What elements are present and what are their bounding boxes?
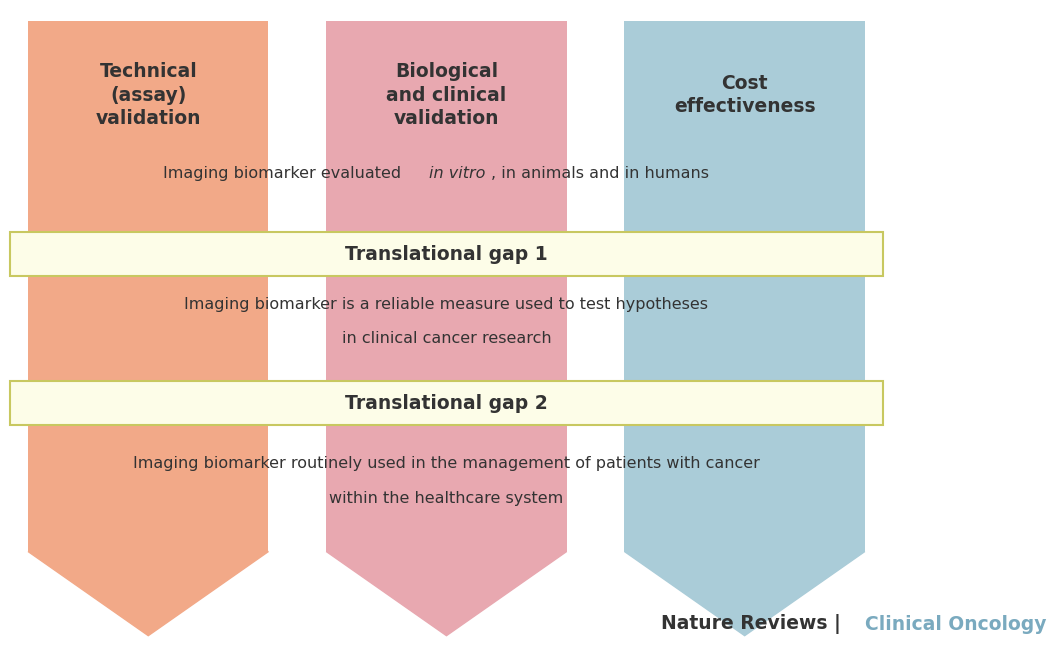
Text: within the healthcare system: within the healthcare system: [330, 491, 564, 506]
Text: Cost
effectiveness: Cost effectiveness: [674, 74, 816, 116]
Text: Technical
(assay)
validation: Technical (assay) validation: [96, 62, 201, 128]
Text: Translational gap 2: Translational gap 2: [345, 394, 548, 413]
FancyBboxPatch shape: [28, 21, 269, 552]
Text: in clinical cancer research: in clinical cancer research: [341, 332, 551, 346]
FancyBboxPatch shape: [10, 382, 883, 425]
Text: Nature Reviews |: Nature Reviews |: [660, 614, 847, 634]
Text: Clinical Oncology: Clinical Oncology: [865, 614, 1046, 634]
FancyBboxPatch shape: [327, 21, 567, 552]
FancyBboxPatch shape: [625, 21, 865, 552]
Text: Imaging biomarker is a reliable measure used to test hypotheses: Imaging biomarker is a reliable measure …: [185, 297, 709, 312]
Text: in vitro: in vitro: [429, 166, 486, 181]
Text: Imaging biomarker routinely used in the management of patients with cancer: Imaging biomarker routinely used in the …: [133, 456, 760, 471]
Text: Biological
and clinical
validation: Biological and clinical validation: [386, 62, 506, 128]
Polygon shape: [625, 552, 865, 636]
Text: Translational gap 1: Translational gap 1: [345, 245, 548, 264]
Text: , in animals and in humans: , in animals and in humans: [491, 166, 709, 181]
Text: Imaging biomarker evaluated: Imaging biomarker evaluated: [164, 166, 406, 181]
Polygon shape: [28, 552, 269, 636]
FancyBboxPatch shape: [10, 233, 883, 276]
Polygon shape: [327, 552, 567, 636]
